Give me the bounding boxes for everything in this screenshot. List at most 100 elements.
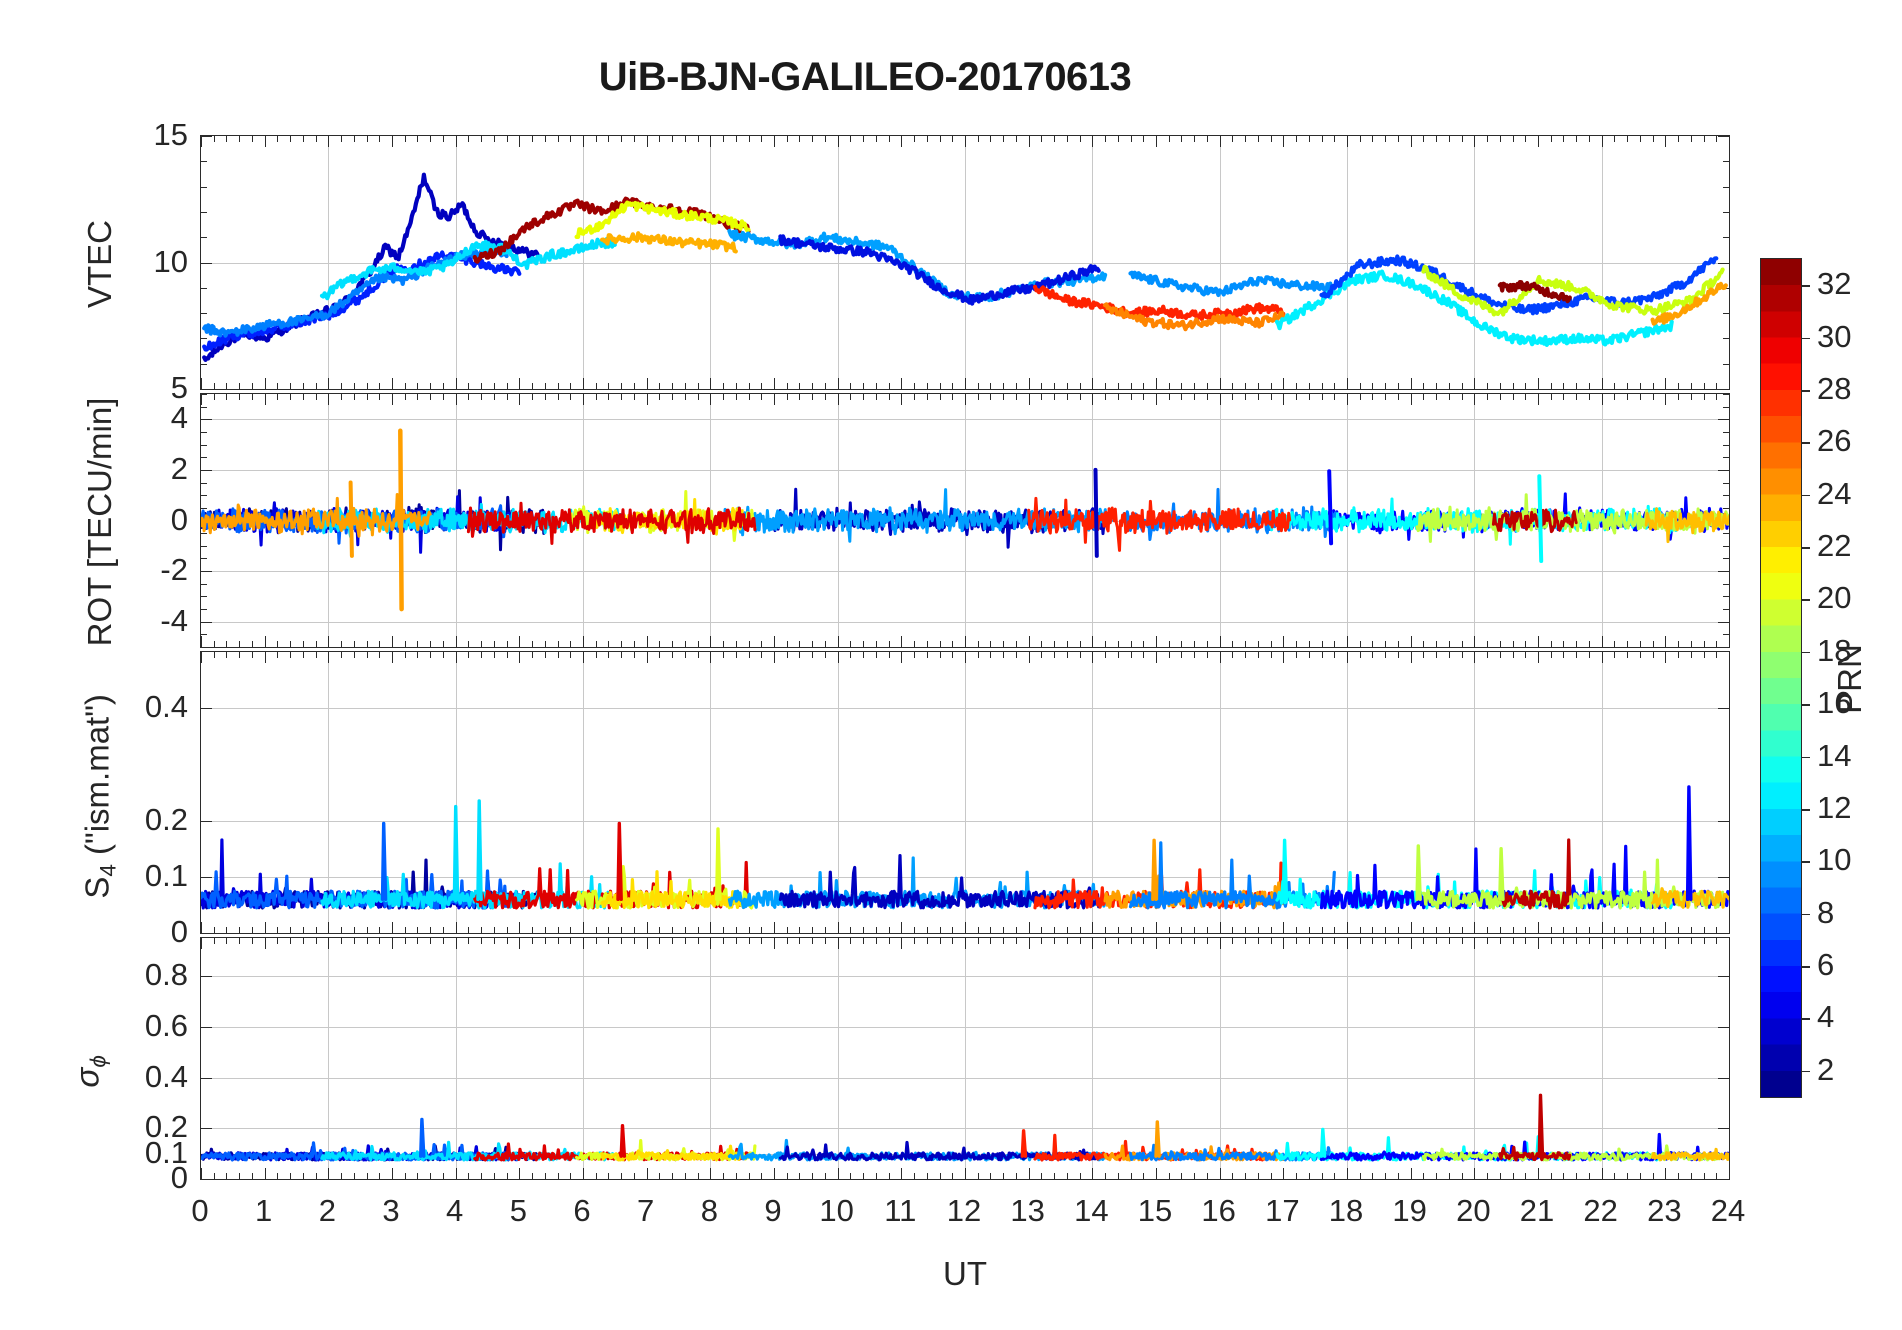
axis-tick-x [455,922,457,933]
axis-tick-x [926,383,928,389]
axis-tick-x [1194,927,1196,933]
axis-tick-x [328,378,330,389]
axis-tick-x-top [735,938,737,944]
vtec-series-prn-31 [1497,280,1572,304]
axis-tick-x-top [1397,652,1399,658]
axis-tick-x [723,1173,725,1179]
axis-tick-x [672,927,674,933]
axis-tick-x-top [1270,938,1272,944]
axis-tick-x [863,641,865,647]
axis-tick-x [544,1173,546,1179]
axis-tick-y [201,1077,212,1079]
axis-tick-x-top [1270,394,1272,400]
axis-tick-x [213,927,215,933]
axis-tick-x [723,927,725,933]
colorbar-label: 10 [1817,842,1852,878]
axis-tick-x [952,641,954,647]
axis-tick-x-top [468,938,470,944]
sigma-spike-prn-13 [1319,1127,1327,1158]
axis-tick-x-top [1487,394,1489,400]
axis-tick-x [1563,927,1565,933]
axis-tick-x [965,1168,966,1179]
axis-tick-x-top [1563,938,1565,944]
axis-tick-x [914,927,916,933]
axis-tick-x-top [455,394,457,405]
axis-tick-y-right [1718,820,1729,822]
axis-tick-x [1015,641,1017,647]
axis-tick-y [201,933,212,934]
colorbar-tick [1801,1070,1810,1073]
axis-tick-y-right [1723,533,1729,535]
s4-spike-prn-19 [1498,846,1505,902]
axis-tick-x-top [748,938,750,944]
gridline-horizontal [201,1128,1729,1130]
axis-tick-x-top [442,136,444,142]
axis-tick-x [621,383,623,389]
axis-tick-x [965,922,966,933]
panel-vtec [200,135,1730,390]
axis-tick-x-top [1410,938,1412,949]
axis-tick-x-top [977,136,979,142]
axis-tick-x [1563,1173,1565,1179]
axis-tick-y [201,1128,212,1130]
axis-tick-x-top [952,652,954,658]
axis-tick-x-top [532,394,534,400]
axis-tick-x [1206,927,1208,933]
axis-tick-x-top [965,938,966,949]
axis-tick-x-top [1627,136,1629,142]
axis-tick-x [1397,927,1399,933]
axis-tick-x-top [1143,394,1145,400]
axis-tick-y [201,634,207,636]
rot-series-prn-31 [1491,508,1578,534]
axis-tick-y [201,1026,212,1028]
axis-tick-x-top [1678,394,1680,400]
axis-tick-x-top [837,136,839,147]
axis-tick-y [201,287,207,289]
axis-tick-x-top [1334,938,1336,944]
axis-tick-x [506,383,508,389]
axis-tick-x-top [1041,136,1043,142]
sigma-spike-prn-24 [1154,1120,1161,1158]
axis-tick-x-top [672,938,674,944]
axis-tick-x [506,1173,508,1179]
axis-tick-x [646,922,648,933]
axis-tick-x-top [774,136,775,147]
axis-tick-x-top [315,136,317,142]
axis-tick-x-top [723,938,725,944]
axis-tick-x-top [888,938,890,944]
axis-tick-x [1423,927,1425,933]
axis-tick-x-top [850,394,852,400]
panel-s4-series-prn-31 [1498,838,1572,910]
axis-tick-x-top [239,136,241,142]
axis-tick-x-top [1079,652,1081,658]
axis-tick-y-right [1723,495,1729,497]
axis-tick-x-top [1538,938,1539,949]
axis-tick-x-top [353,136,355,142]
axis-tick-x [1334,641,1336,647]
axis-tick-x [1156,922,1157,933]
axis-tick-x-top [1347,938,1348,949]
axis-tick-x [1054,1173,1056,1179]
axis-tick-x-top [1359,394,1361,400]
axis-tick-x-top [812,652,814,658]
axis-tick-x-top [1474,136,1476,147]
axis-tick-x-top [1550,652,1552,658]
axis-tick-x-top [1652,652,1654,658]
axis-tick-x-top [710,938,712,949]
axis-tick-x [1499,927,1501,933]
axis-tick-x [812,383,814,389]
axis-tick-x [404,383,406,389]
axis-tick-x [557,1173,559,1179]
axis-tick-y-right [1718,876,1729,878]
axis-tick-x [735,927,737,933]
axis-tick-y-right [1718,389,1729,390]
axis-tick-x [1372,1173,1374,1179]
axis-tick-y [201,533,207,535]
axis-tick-x-top [1079,136,1081,142]
axis-tick-x [1105,383,1107,389]
axis-tick-x [875,1173,877,1179]
axis-tick-x [1143,641,1145,647]
axis-tick-x [417,927,419,933]
axis-tick-x-top [341,652,343,658]
axis-tick-x-top [1474,652,1476,663]
